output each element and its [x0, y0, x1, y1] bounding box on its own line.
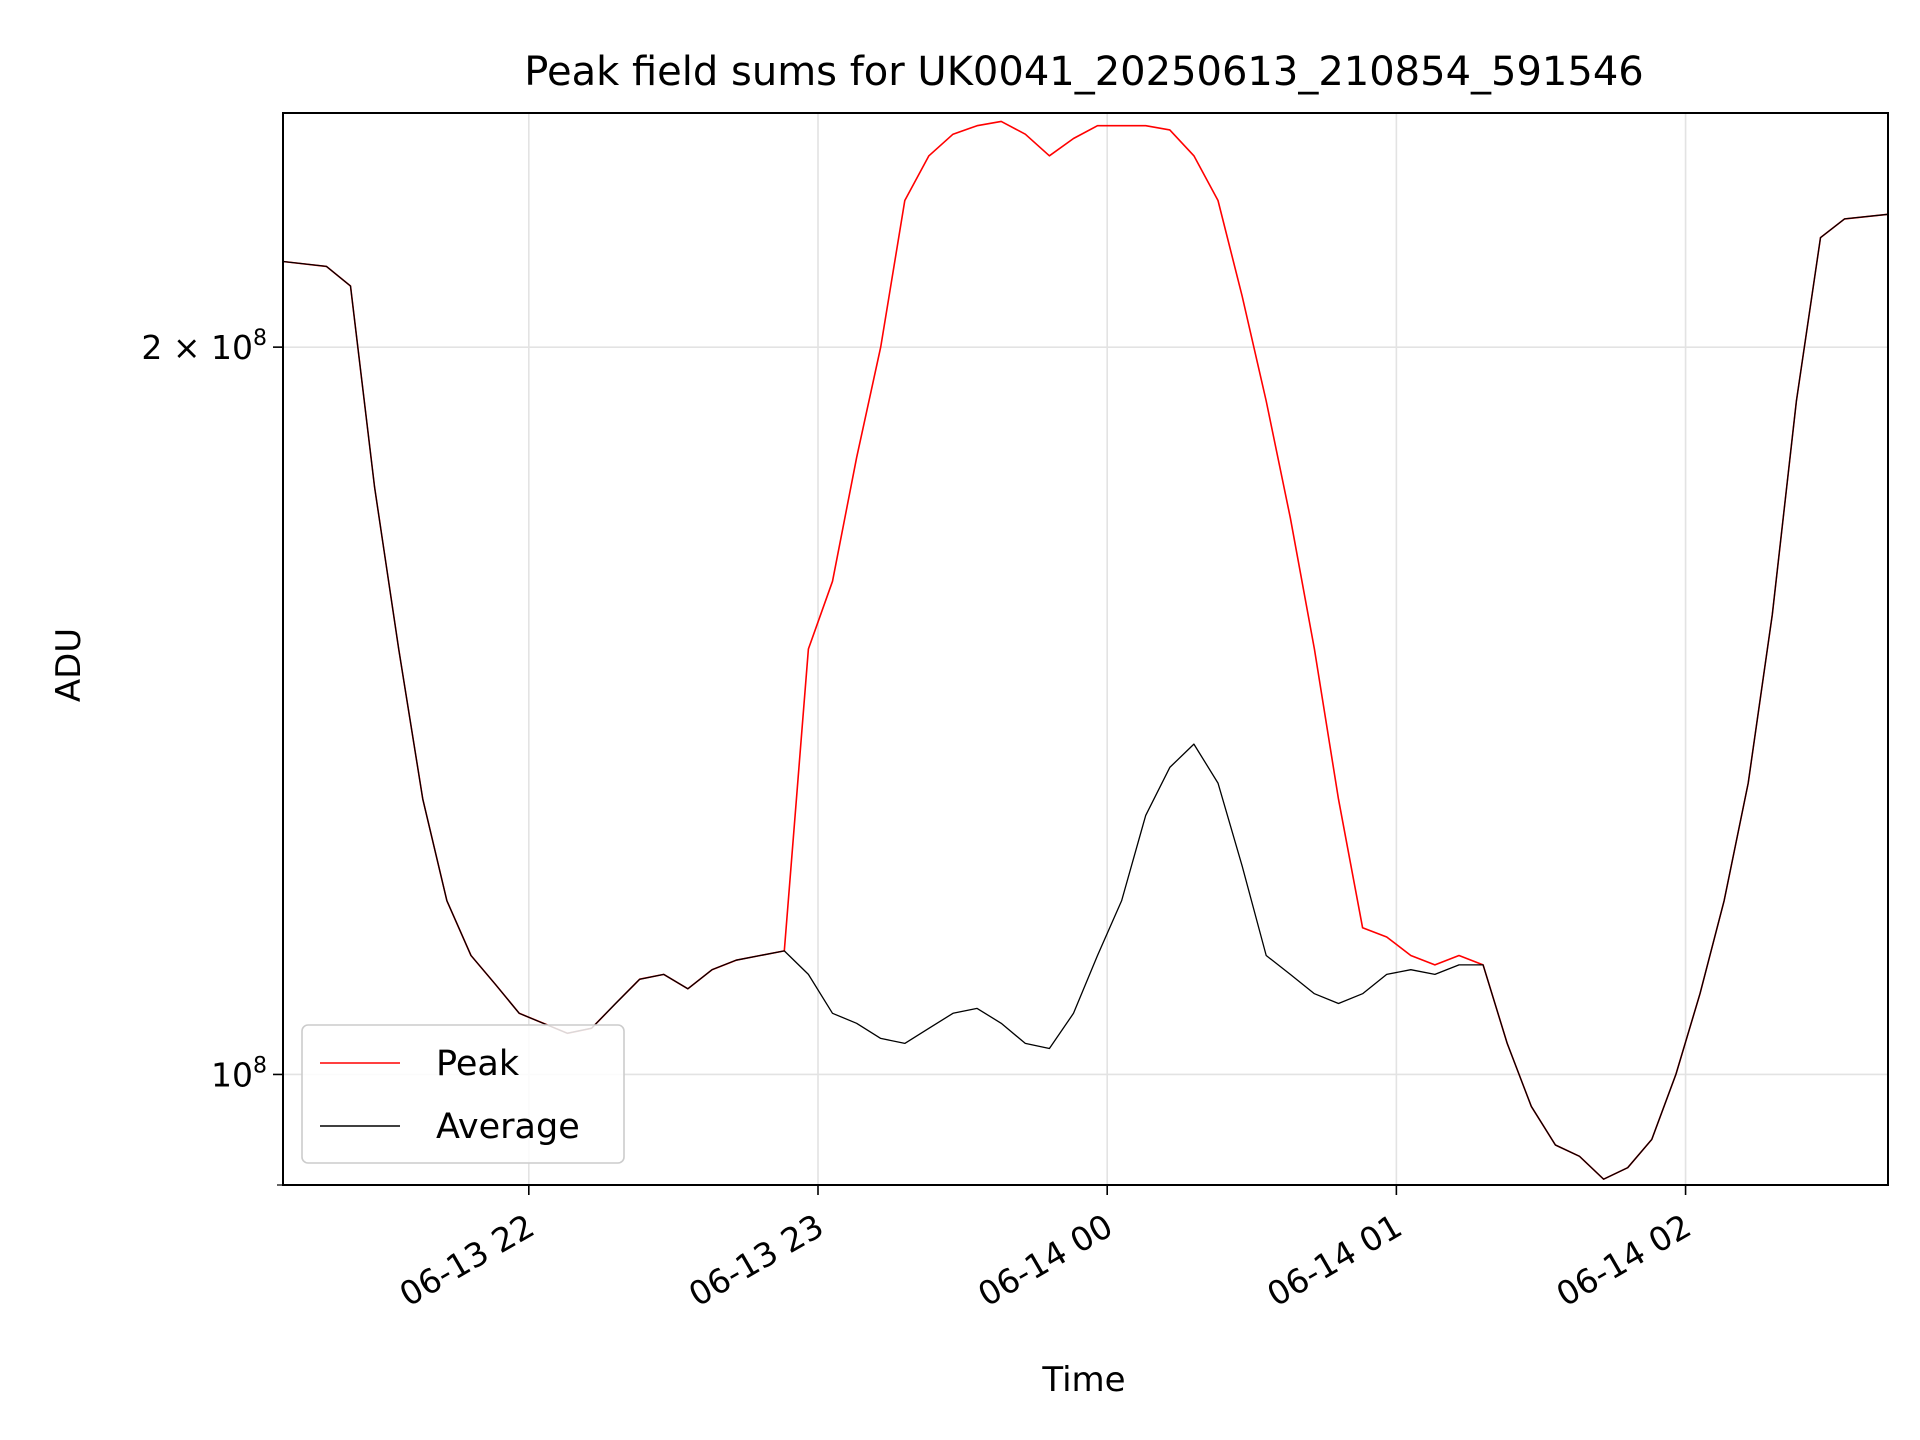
legend-box	[301, 1024, 625, 1164]
legend: Peak Average	[301, 1024, 625, 1164]
y-axis-title: ADU	[49, 628, 89, 702]
legend-label-peak: Peak	[436, 1044, 520, 1084]
x-axis-title: Time	[1041, 1360, 1125, 1400]
y-tick-label: 2 × 108	[141, 326, 267, 367]
legend-label-average: Average	[436, 1107, 580, 1147]
plot-frame	[282, 112, 1889, 1186]
y-tick-label: 108	[211, 1053, 267, 1094]
chart-title: Peak field sums for UK0041_20250613_2108…	[524, 49, 1643, 95]
